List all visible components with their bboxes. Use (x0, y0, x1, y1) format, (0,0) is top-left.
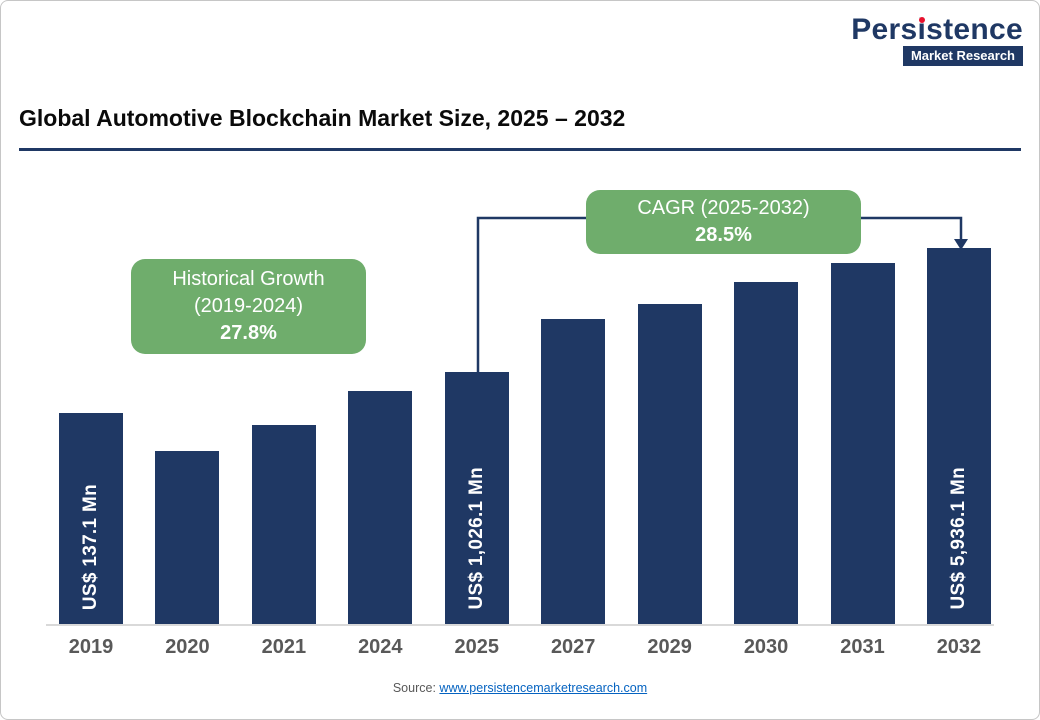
cagr-callout: CAGR (2025-2032) 28.5% (586, 190, 861, 254)
logo-text-prefix: Pers (851, 13, 918, 46)
x-tick-label: 2031 (840, 636, 885, 658)
logo-red-dot-i: i (917, 13, 927, 46)
bar (348, 391, 413, 624)
bar (155, 451, 220, 624)
cagr-value: 28.5% (695, 224, 752, 246)
bar-value-label: US$ 5,936.1 Mn (947, 467, 969, 610)
logo-wordmark: Persistence (851, 15, 1023, 45)
historical-growth-callout: Historical Growth (2019-2024) 27.8% (131, 259, 366, 354)
logo-subtitle: Market Research (902, 46, 1023, 66)
bar (637, 304, 702, 624)
bar (830, 263, 895, 624)
historical-growth-line2: (2019-2024) (194, 295, 303, 317)
bar: US$ 5,936.1 Mn (926, 248, 991, 624)
source-prefix: Source: (392, 681, 436, 695)
x-tick-label: 2029 (647, 636, 692, 658)
x-tick-label: 2032 (936, 636, 982, 658)
x-tick-label: 2025 (454, 636, 500, 658)
logo-text-suffix: stence (926, 13, 1023, 46)
title-underline (19, 148, 1021, 151)
logo: Persistence Market Research (851, 15, 1023, 66)
bar-cell: US$ 1,026.1 Mn 2025 (444, 372, 509, 660)
bar-cell: 2024 (348, 391, 413, 660)
historical-growth-value: 27.8% (220, 322, 277, 344)
bar (251, 425, 316, 624)
bar-value-label: US$ 137.1 Mn (80, 483, 101, 610)
x-tick-label: 2030 (743, 636, 789, 658)
bar-cell: 2029 (637, 304, 702, 660)
x-tick-label: 2021 (261, 636, 307, 658)
x-tick-label: 2020 (165, 636, 210, 658)
bar-cell: 2027 (541, 319, 606, 660)
source-link[interactable]: www.persistencemarketresearch.com (439, 681, 648, 695)
bar-cell: US$ 137.1 Mn 2019 (59, 413, 123, 660)
bar-cell: US$ 5,936.1 Mn 2032 (926, 248, 991, 660)
x-tick-label: 2024 (358, 636, 403, 658)
bar-cell: 2030 (734, 282, 799, 660)
x-tick-label: 2019 (68, 636, 114, 658)
source-line: Source: www.persistencemarketresearch.co… (1, 681, 1039, 695)
page-title: Global Automotive Blockchain Market Size… (19, 105, 626, 131)
x-axis-line (46, 624, 994, 626)
bar: US$ 1,026.1 Mn (444, 372, 509, 624)
x-tick-label: 2027 (550, 636, 596, 658)
bar-cell: 2020 (155, 451, 220, 660)
cagr-line1: CAGR (2025-2032) (637, 197, 810, 219)
bar-cell: 2021 (251, 425, 316, 660)
historical-growth-line1: Historical Growth (172, 268, 325, 290)
bar (541, 319, 606, 624)
bar: US$ 137.1 Mn (59, 413, 123, 624)
bar-cell: 2031 (830, 263, 895, 660)
bar (734, 282, 799, 624)
bar-value-label: US$ 1,026.1 Mn (465, 467, 487, 610)
